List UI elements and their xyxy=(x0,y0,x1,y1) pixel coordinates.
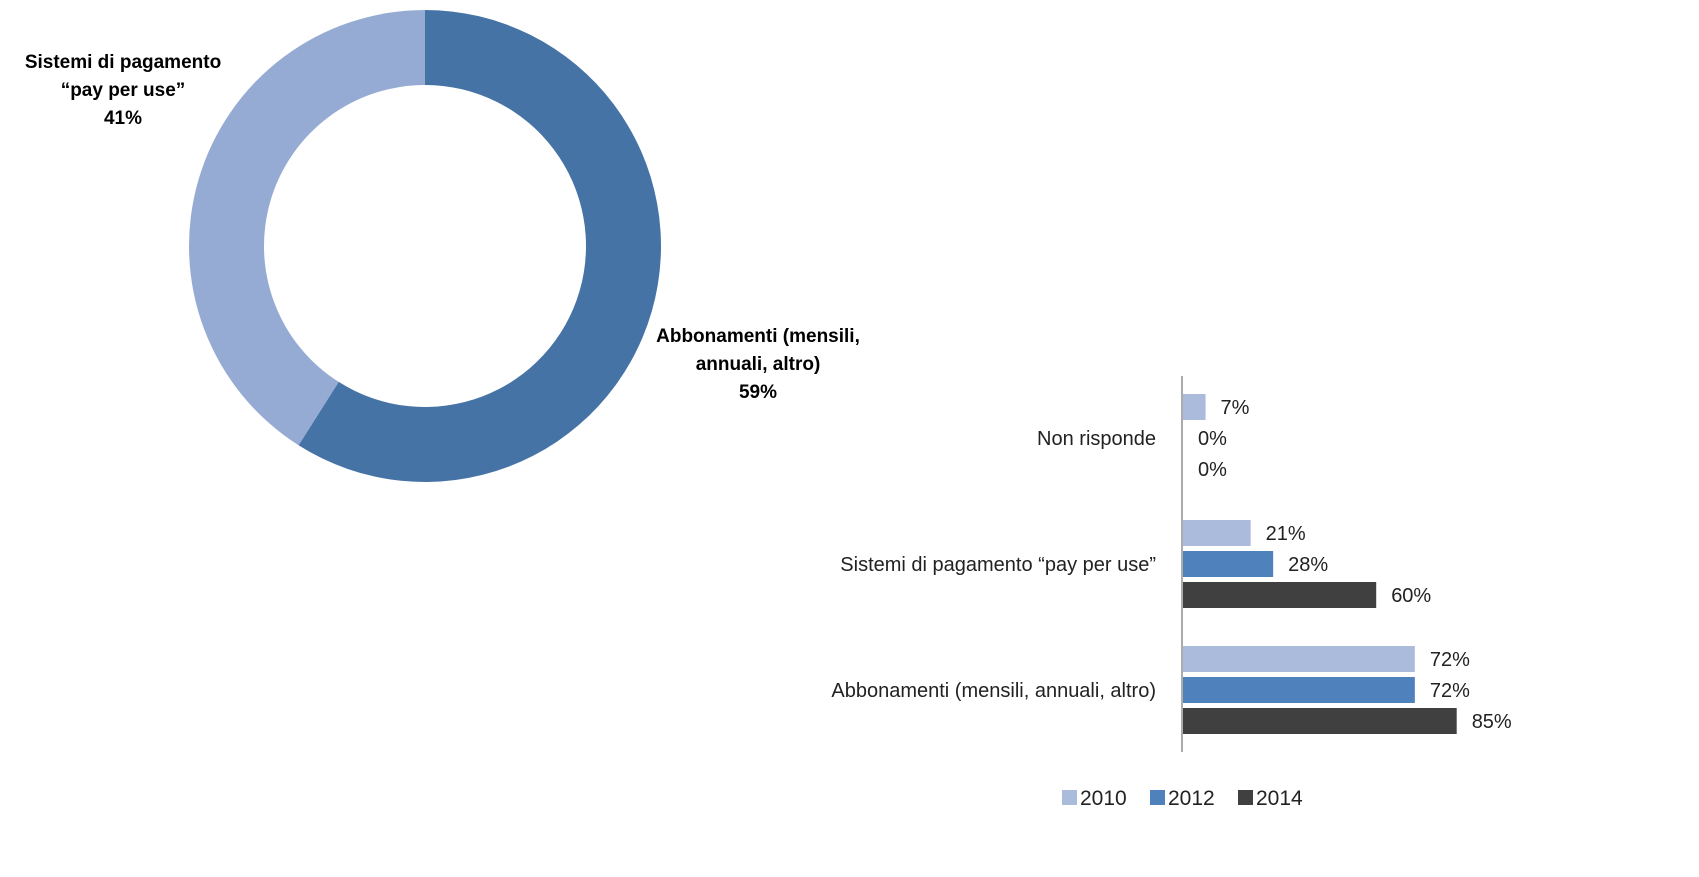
bar-value-label: 7% xyxy=(1221,397,1250,419)
bar-2012-1 xyxy=(1183,551,1274,577)
category-label: Non risponde xyxy=(1037,428,1156,450)
bar-2014-2 xyxy=(1183,708,1457,734)
legend-label: 2010 xyxy=(1080,787,1127,810)
donut-slice-label: Abbonamenti (mensili, xyxy=(656,326,860,347)
bar-2014-1 xyxy=(1183,582,1377,608)
bar-value-label: 0% xyxy=(1198,459,1227,481)
bar-value-label: 85% xyxy=(1472,711,1512,733)
bar-value-label: 72% xyxy=(1430,649,1470,671)
donut-slice-label: Sistemi di pagamento xyxy=(25,52,221,73)
category-label: Abbonamenti (mensili, annuali, altro) xyxy=(831,680,1156,702)
donut-slice-label: annuali, altro) xyxy=(696,354,821,375)
bar-value-label: 21% xyxy=(1266,523,1306,545)
donut-slice-value: 59% xyxy=(739,382,777,403)
legend-label: 2014 xyxy=(1256,787,1303,810)
donut-slice-0 xyxy=(298,10,661,482)
legend-swatch-2012 xyxy=(1150,790,1165,805)
donut-slice-label: “pay per use” xyxy=(61,80,186,101)
bar-value-label: 0% xyxy=(1198,428,1227,450)
legend-swatch-2014 xyxy=(1238,790,1253,805)
bar-value-label: 28% xyxy=(1288,554,1328,576)
bar-2010-1 xyxy=(1183,520,1251,546)
donut-slice-value: 41% xyxy=(104,108,142,129)
legend-swatch-2010 xyxy=(1062,790,1077,805)
bar-value-label: 60% xyxy=(1391,585,1431,607)
bar-2012-2 xyxy=(1183,677,1415,703)
category-label: Sistemi di pagamento “pay per use” xyxy=(840,554,1156,576)
bar-value-label: 72% xyxy=(1430,680,1470,702)
bar-2010-0 xyxy=(1183,394,1206,420)
legend-label: 2012 xyxy=(1168,787,1215,810)
donut-slice-1 xyxy=(189,10,425,446)
bar-2010-2 xyxy=(1183,646,1415,672)
